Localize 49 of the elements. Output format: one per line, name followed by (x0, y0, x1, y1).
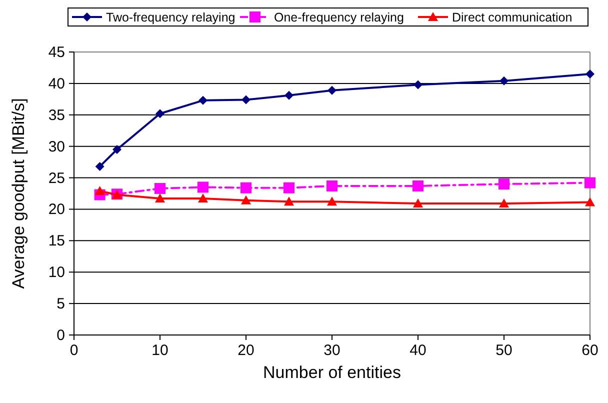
y-tick-label: 20 (48, 201, 65, 218)
y-tick-label: 15 (48, 232, 65, 250)
point (241, 195, 251, 204)
y-tick-label: 10 (48, 264, 65, 282)
x-tick-label: 10 (152, 342, 168, 359)
point (414, 80, 422, 90)
point (284, 90, 294, 100)
y-tick-label: 5 (56, 296, 65, 313)
point (413, 198, 423, 208)
point (328, 86, 336, 95)
point (242, 95, 250, 104)
point (412, 180, 424, 192)
y-axis-title: Average goodput [MBit/s] (9, 98, 28, 289)
point (586, 70, 594, 79)
point (584, 177, 596, 188)
y-tick-label: 30 (48, 138, 65, 156)
x-tick-label: 60 (582, 342, 598, 359)
point (284, 182, 294, 194)
point (326, 180, 338, 192)
point (500, 76, 508, 86)
point (198, 96, 208, 105)
x-axis-title: Number of entities (263, 363, 401, 382)
y-tick-label: 40 (48, 75, 65, 92)
x-tick-label: 0 (70, 342, 78, 359)
point (155, 194, 165, 203)
y-tick-label: 45 (48, 44, 65, 61)
point (498, 178, 510, 190)
point (94, 186, 105, 195)
point (198, 182, 208, 193)
x-tick-label: 50 (496, 342, 512, 359)
point (95, 162, 104, 171)
point (499, 198, 509, 208)
x-tick-label: 40 (410, 342, 426, 359)
point (585, 197, 595, 206)
legend-label: One-frequency relaying (274, 10, 404, 24)
x-tick-label: 20 (238, 342, 254, 359)
point (240, 182, 252, 194)
y-tick-label: 25 (48, 170, 65, 187)
y-tick-label: 35 (48, 106, 65, 124)
point (198, 194, 208, 203)
point (284, 196, 294, 206)
point (156, 109, 164, 118)
point (327, 196, 337, 206)
legend-label: Direct communication (452, 10, 572, 24)
x-tick-label: 30 (324, 342, 340, 359)
y-tick-label: 0 (56, 327, 65, 344)
legend-label: Two-frequency relaying (106, 10, 236, 24)
point (154, 182, 166, 194)
point (112, 144, 122, 154)
